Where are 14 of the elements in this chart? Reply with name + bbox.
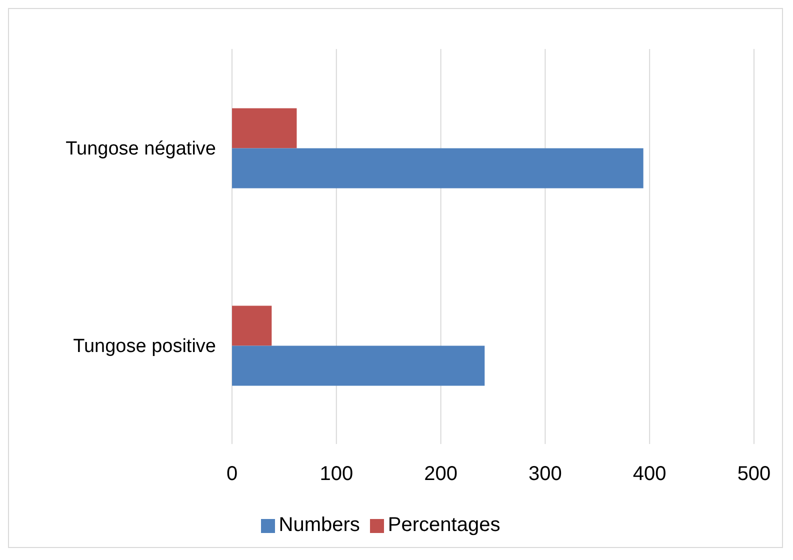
- x-tick-label: 500: [737, 463, 771, 486]
- bar: [232, 306, 272, 346]
- x-tick-label: 100: [320, 463, 354, 486]
- x-tick-label: 0: [226, 463, 238, 486]
- legend-label: Numbers: [278, 514, 360, 536]
- x-tick-label: 300: [528, 463, 562, 486]
- y-tick-label: Tungose positive: [73, 336, 216, 357]
- x-tick-label: 400: [632, 463, 666, 486]
- legend-label: Percentages: [388, 514, 500, 536]
- bar: [232, 346, 485, 386]
- bar: [232, 108, 297, 148]
- x-tick-label: 200: [424, 463, 458, 486]
- y-tick-label: Tungose négative: [66, 138, 216, 160]
- bar: [232, 148, 644, 188]
